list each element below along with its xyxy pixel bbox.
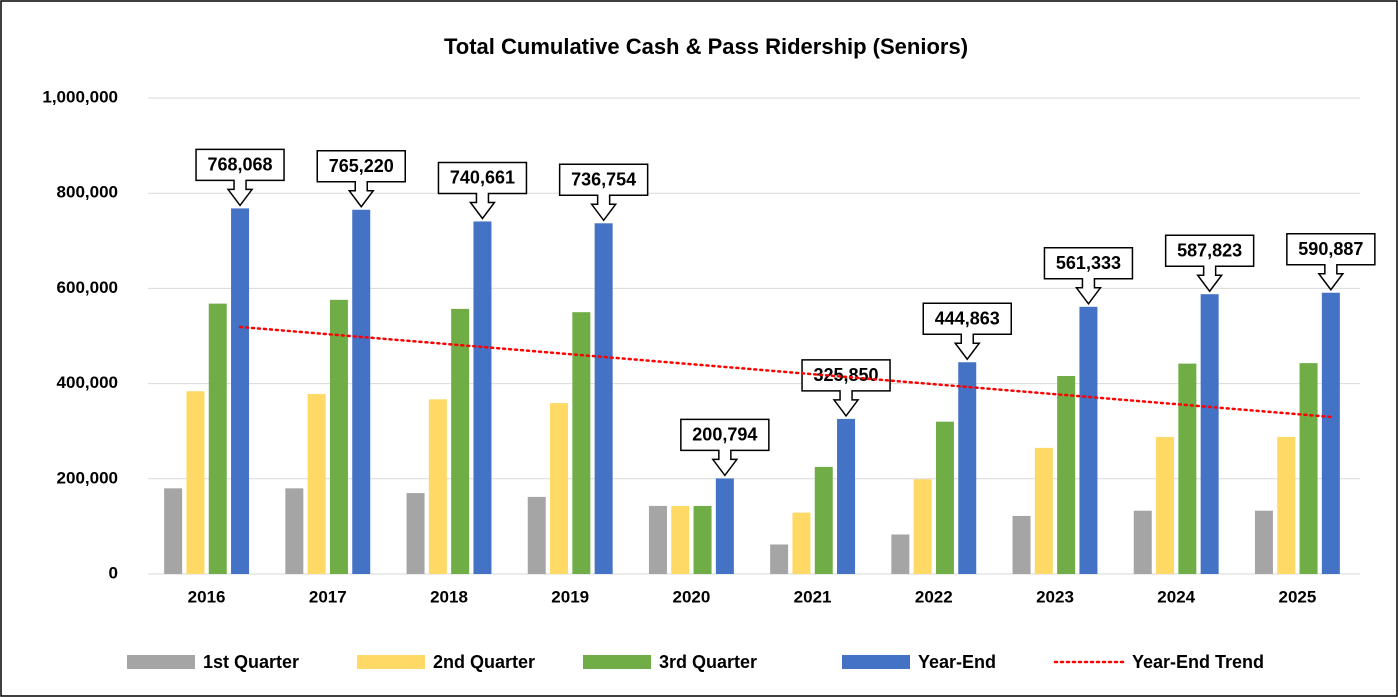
callout bbox=[680, 418, 770, 477]
x-tick-label: 2021 bbox=[794, 587, 832, 606]
bar bbox=[770, 544, 789, 574]
legend-label: Year-End bbox=[918, 652, 996, 672]
y-tick-label: 0 bbox=[109, 563, 118, 582]
bar bbox=[1277, 436, 1296, 574]
bar bbox=[550, 403, 569, 574]
bar bbox=[913, 479, 932, 574]
bar bbox=[428, 399, 447, 574]
legend-label: Year-End Trend bbox=[1132, 652, 1264, 672]
x-tick-label: 2018 bbox=[430, 587, 468, 606]
legend-label: 2nd Quarter bbox=[433, 652, 535, 672]
bar bbox=[935, 421, 954, 574]
bar bbox=[715, 478, 734, 574]
bar bbox=[693, 505, 712, 574]
bar bbox=[527, 496, 546, 574]
bar bbox=[406, 493, 425, 574]
x-tick-label: 2023 bbox=[1036, 587, 1074, 606]
bar bbox=[164, 488, 183, 574]
data-label: 740,661 bbox=[450, 168, 515, 188]
y-tick-label: 1,000,000 bbox=[42, 87, 118, 106]
callout bbox=[316, 150, 406, 209]
bar bbox=[891, 534, 910, 574]
callout bbox=[801, 359, 891, 418]
legend-swatch bbox=[127, 655, 195, 669]
legend-swatch bbox=[583, 655, 651, 669]
data-label: 200,794 bbox=[692, 425, 757, 445]
bar bbox=[1321, 292, 1340, 574]
bar bbox=[1156, 436, 1175, 574]
bar bbox=[307, 394, 326, 574]
bar bbox=[1200, 294, 1219, 574]
legend-label: 1st Quarter bbox=[203, 652, 299, 672]
x-tick-label: 2016 bbox=[188, 587, 226, 606]
bar bbox=[208, 303, 227, 574]
bar bbox=[231, 208, 250, 574]
bar bbox=[792, 512, 811, 574]
callout bbox=[1164, 234, 1255, 293]
chart-title: Total Cumulative Cash & Pass Ridership (… bbox=[444, 34, 968, 59]
callout bbox=[558, 163, 649, 222]
bar bbox=[473, 221, 492, 574]
x-tick-label: 2020 bbox=[672, 587, 710, 606]
legend-swatch bbox=[842, 655, 910, 669]
bar bbox=[594, 223, 613, 574]
data-label: 590,887 bbox=[1298, 239, 1363, 259]
trend-line bbox=[238, 325, 1333, 419]
bar bbox=[1057, 375, 1076, 574]
callout bbox=[1043, 247, 1134, 306]
callout bbox=[195, 148, 285, 207]
x-tick-label: 2017 bbox=[309, 587, 347, 606]
data-label: 736,754 bbox=[571, 170, 636, 190]
callout bbox=[922, 302, 1012, 361]
bar bbox=[1012, 515, 1031, 574]
callout bbox=[437, 161, 528, 220]
legend-swatch bbox=[357, 655, 425, 669]
data-label: 561,333 bbox=[1056, 253, 1121, 273]
bar bbox=[451, 308, 470, 574]
bar bbox=[1254, 510, 1273, 574]
bar bbox=[329, 299, 348, 574]
x-tick-label: 2025 bbox=[1278, 587, 1316, 606]
bar bbox=[186, 391, 205, 574]
bar bbox=[1034, 447, 1053, 574]
data-label: 444,863 bbox=[935, 308, 1000, 328]
bar bbox=[1299, 363, 1318, 574]
y-tick-label: 200,000 bbox=[57, 468, 118, 487]
x-tick-label: 2019 bbox=[551, 587, 589, 606]
y-tick-label: 400,000 bbox=[57, 373, 118, 392]
bar bbox=[572, 312, 591, 574]
y-tick-label: 800,000 bbox=[57, 183, 118, 202]
bar bbox=[958, 362, 977, 574]
x-tick-label: 2022 bbox=[915, 587, 953, 606]
bar bbox=[285, 488, 304, 574]
data-label: 768,068 bbox=[208, 155, 273, 175]
callout bbox=[1286, 232, 1376, 291]
bar bbox=[1178, 363, 1197, 574]
bar bbox=[1079, 306, 1098, 574]
bar bbox=[837, 418, 856, 574]
bar bbox=[671, 505, 690, 574]
bar bbox=[352, 209, 371, 574]
x-tick-label: 2024 bbox=[1157, 587, 1195, 606]
data-label: 587,823 bbox=[1177, 240, 1242, 260]
bar bbox=[814, 466, 833, 574]
bar bbox=[648, 505, 667, 574]
y-tick-label: 600,000 bbox=[57, 278, 118, 297]
data-label: 765,220 bbox=[329, 156, 394, 176]
legend-label: 3rd Quarter bbox=[659, 652, 757, 672]
data-label: 325,850 bbox=[814, 365, 879, 385]
bar bbox=[1133, 510, 1152, 574]
